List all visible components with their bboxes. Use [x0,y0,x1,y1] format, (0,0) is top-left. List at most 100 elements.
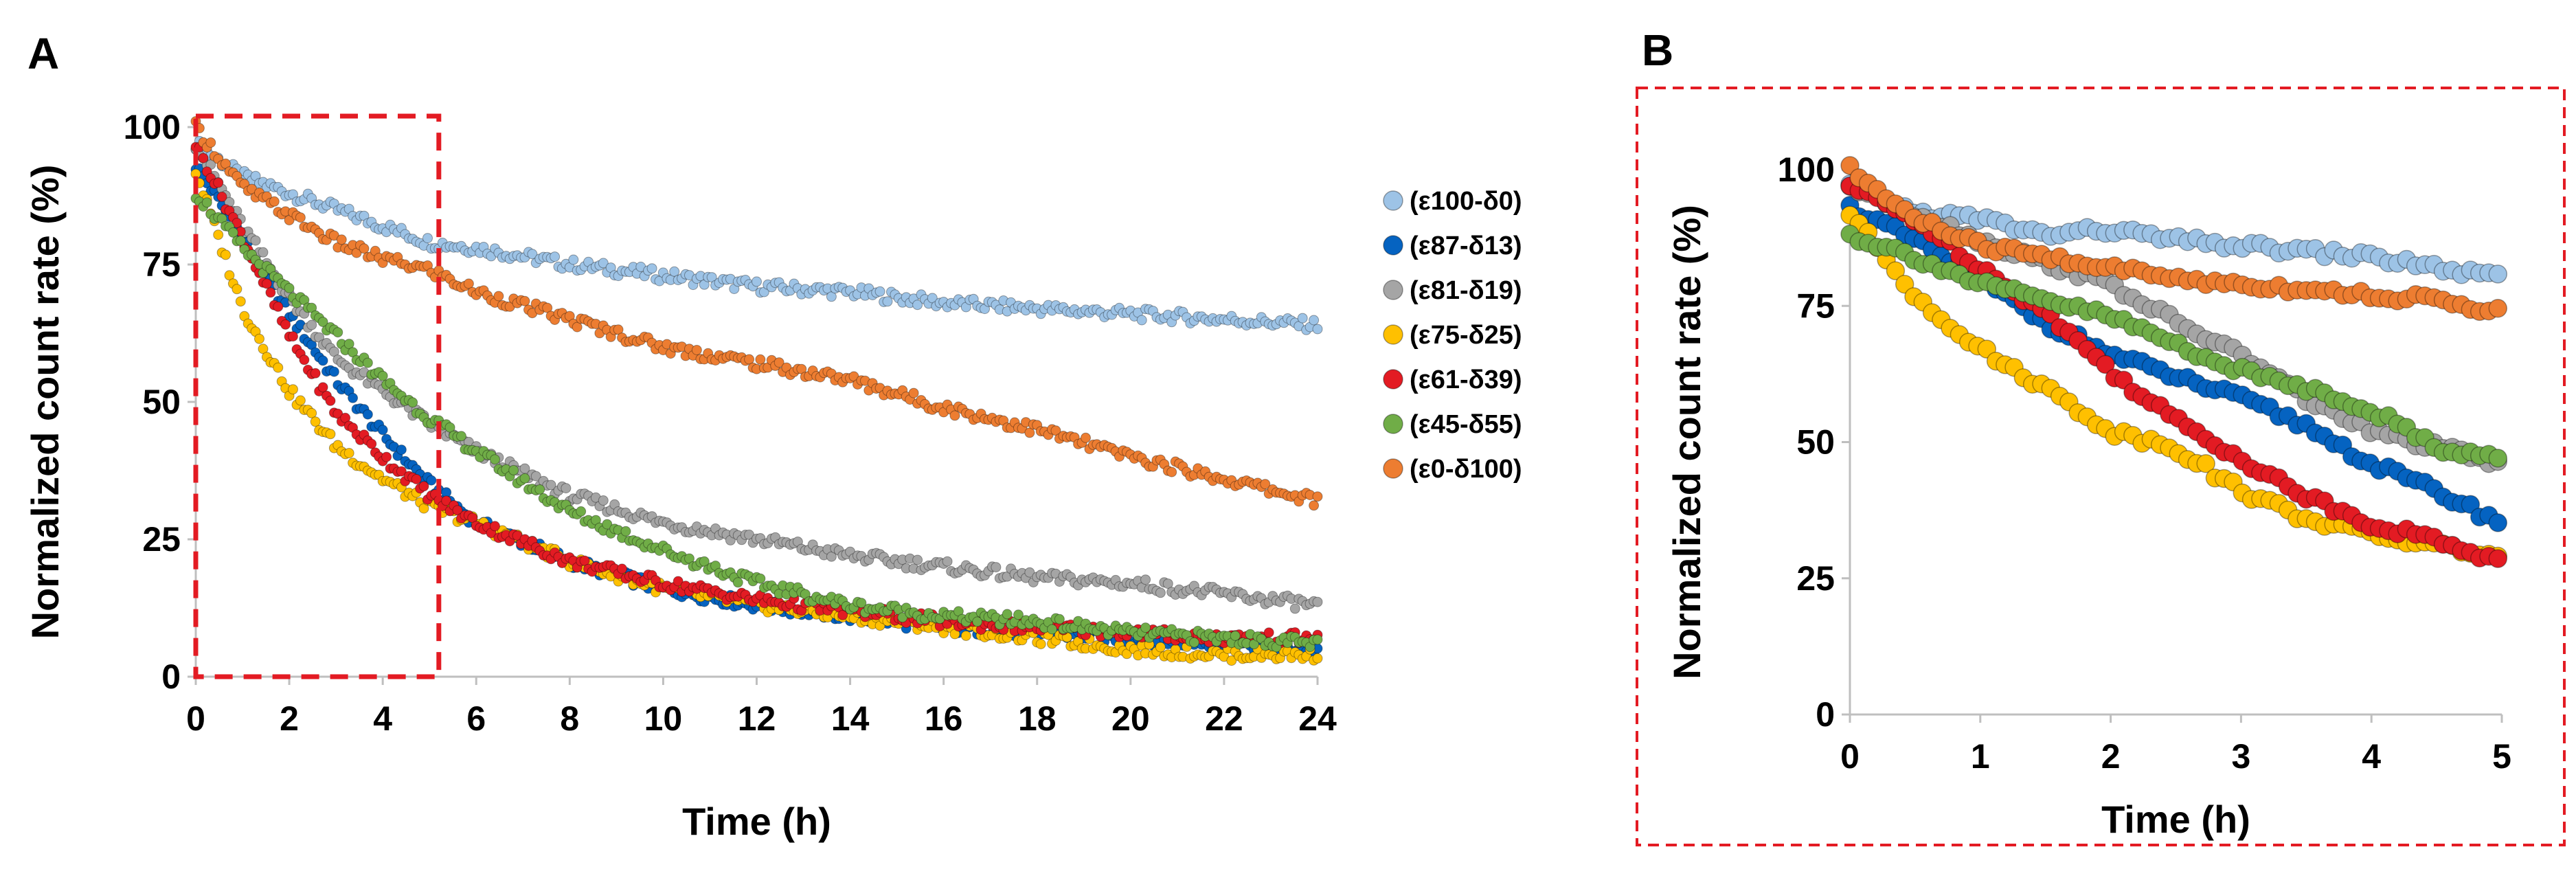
data-point [1024,427,1035,438]
data-point [235,235,246,246]
data-point [579,555,590,566]
data-point [960,630,971,641]
data-point [1230,630,1241,641]
data-point [1297,313,1308,324]
data-point [561,483,572,494]
x-tick-label: 24 [1298,699,1337,738]
data-point [942,556,953,567]
data-point [519,295,530,306]
data-point [826,291,837,302]
legend-label: (ε81-δ19) [1410,276,1522,305]
data-point [542,302,553,313]
data-point [381,451,392,462]
data-point [444,422,455,433]
x-tick-label: 3 [2231,737,2250,776]
data-point [377,370,388,381]
data-point [1312,596,1323,607]
data-point [991,562,1002,573]
y-tick-label: 100 [1778,150,1835,189]
data-point [874,286,885,297]
data-point [684,553,694,564]
y-tick-label: 75 [1796,286,1835,325]
data-point [773,357,784,368]
legend-label: (ε0-δ100) [1410,455,1522,484]
series-0 [1840,175,2508,284]
panel-letter-b: B [1642,25,1673,75]
legend-label: (ε61-δ39) [1410,365,1522,394]
data-point [744,354,755,365]
data-point [328,346,339,357]
data-point [463,278,474,289]
data-point [508,464,519,475]
data-point [1226,655,1237,666]
series-5 [1840,224,2508,468]
x-tick-label: 4 [373,699,392,738]
x-tick-label: 12 [738,699,776,738]
data-point [669,266,680,277]
data-point [310,416,321,427]
data-point [598,495,609,506]
y-tick-label: 0 [161,657,181,696]
data-point [617,563,627,574]
legend-marker [1383,414,1403,434]
data-point [620,526,631,537]
x-tick-label: 8 [560,699,579,738]
data-point [826,551,837,562]
data-point [325,395,336,406]
data-point [288,331,298,342]
data-point [493,291,504,302]
data-point [572,322,583,333]
data-point [691,345,702,355]
series-6 [1840,156,2508,322]
y-tick-label: 50 [142,383,181,421]
legend-label: (ε100-δ0) [1410,187,1522,216]
x-tick-label: 4 [2362,737,2381,776]
data-point [216,191,227,202]
data-point [1140,574,1151,585]
x-tick-label: 1 [1971,737,1990,776]
data-point [418,481,429,492]
data-point [288,384,298,395]
data-point [1886,261,1906,280]
data-point [1013,609,1024,620]
data-point [1312,653,1323,664]
data-point [213,229,224,240]
data-point [882,296,893,307]
data-point [927,293,938,304]
data-point [1895,274,1914,294]
data-point [673,576,683,587]
data-point [295,212,306,223]
legend: (ε100-δ0) (ε87-δ13) (ε81-δ19) (ε75-δ25) (ε61… [1383,187,1522,484]
data-point [519,463,530,474]
data-point [227,227,238,238]
data-point [2096,354,2115,374]
data-point [332,327,343,338]
data-point [1312,324,1323,335]
data-point [2114,370,2134,390]
data-point [1260,479,1271,490]
data-point [201,197,212,208]
data-point [407,397,418,408]
data-point [1312,491,1323,502]
data-point [1155,587,1166,598]
x-tick-label: 14 [831,699,870,738]
data-point [1136,315,1147,326]
x-tick-label: 16 [925,699,963,738]
data-point [646,263,657,274]
data-point [328,366,339,377]
data-point [396,466,407,477]
series-6 [190,116,1323,511]
data-point [699,556,710,567]
data-point [362,357,373,368]
data-point [796,363,807,374]
data-point [422,233,433,244]
data-point [1840,156,1860,175]
data-point [426,475,437,486]
data-point [317,355,328,366]
x-tick-label: 10 [644,699,683,738]
y-tick-label: 100 [124,108,181,146]
data-point [261,278,272,289]
zoom-highlight-box [193,113,442,679]
data-point [317,382,328,393]
